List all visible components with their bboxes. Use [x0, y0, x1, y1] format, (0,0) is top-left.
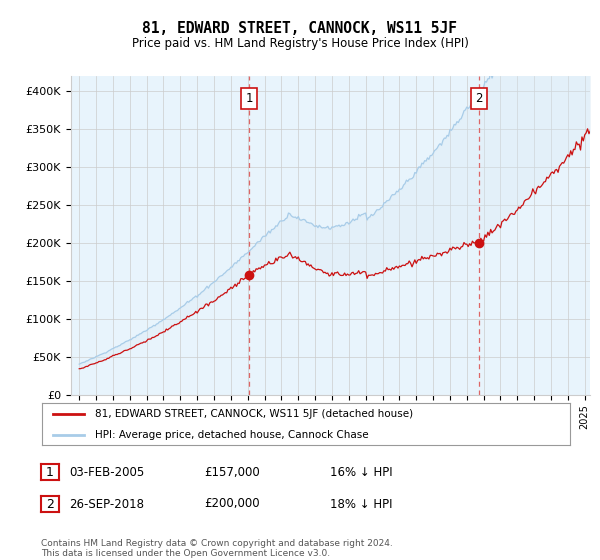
- Text: 1: 1: [46, 465, 54, 479]
- Text: HPI: Average price, detached house, Cannock Chase: HPI: Average price, detached house, Cann…: [95, 430, 368, 440]
- Text: Price paid vs. HM Land Registry's House Price Index (HPI): Price paid vs. HM Land Registry's House …: [131, 37, 469, 50]
- Text: 1: 1: [245, 92, 253, 105]
- Text: 81, EDWARD STREET, CANNOCK, WS11 5JF (detached house): 81, EDWARD STREET, CANNOCK, WS11 5JF (de…: [95, 409, 413, 419]
- Text: 2: 2: [475, 92, 483, 105]
- Text: 18% ↓ HPI: 18% ↓ HPI: [330, 497, 392, 511]
- Text: 2: 2: [46, 497, 54, 511]
- Text: Contains HM Land Registry data © Crown copyright and database right 2024.
This d: Contains HM Land Registry data © Crown c…: [41, 539, 392, 558]
- Text: £200,000: £200,000: [204, 497, 260, 511]
- Text: 16% ↓ HPI: 16% ↓ HPI: [330, 465, 392, 479]
- Text: 03-FEB-2005: 03-FEB-2005: [69, 465, 144, 479]
- Text: £157,000: £157,000: [204, 465, 260, 479]
- Text: 81, EDWARD STREET, CANNOCK, WS11 5JF: 81, EDWARD STREET, CANNOCK, WS11 5JF: [143, 21, 458, 36]
- Text: 26-SEP-2018: 26-SEP-2018: [69, 497, 144, 511]
